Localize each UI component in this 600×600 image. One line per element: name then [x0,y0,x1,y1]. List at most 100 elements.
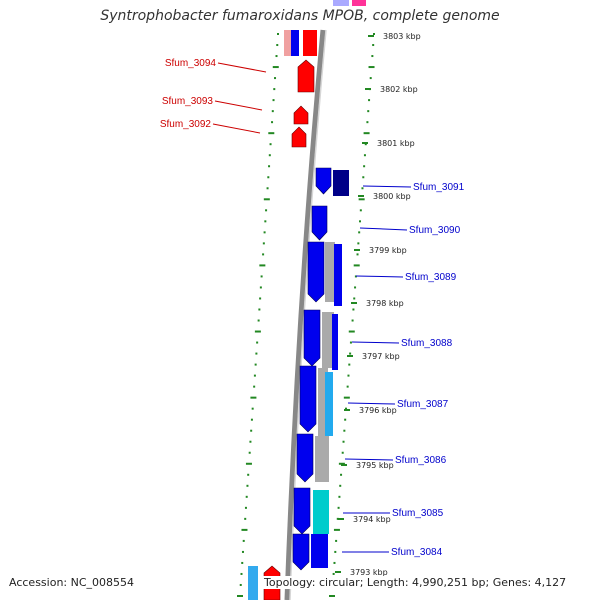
reverse-gene-label: Sfum_3091 [413,182,465,193]
reverse-gene-sfum-3090 [311,205,328,241]
outer-ring-tick [343,396,350,399]
reverse-gene-label: Sfum_3090 [409,225,461,236]
outer-ring-tick [356,253,359,256]
inner-ring-tick [248,451,251,454]
reverse-gene-sfum-3089 [307,241,325,303]
reverse-gene-label: Sfum_3087 [397,399,449,410]
inner-ring-tick [245,495,248,498]
outer-ring-tick [363,154,366,157]
outer-ring-tick [338,495,341,498]
kbp-scale: 3803 kbp 3802 kbp 3801 kbp 3800 kbp 3799 kbp… [335,32,421,577]
outer-ring-tick [362,176,365,179]
inner-ring-tick [255,352,258,355]
kbp-label: 3800 kbp [373,192,411,201]
inner-ring-tick [244,517,247,520]
backbone-highlight [289,29,327,600]
outer-ring-tick [333,528,340,531]
outer-ring-tick [351,319,354,322]
summary-separator-1: ; [359,576,367,589]
outer-ring-tick [358,231,361,234]
kbp-label: 3796 kbp [359,406,397,415]
inner-ring-tick [266,187,269,190]
forward-gene-label: Sfum_3094 [165,58,217,69]
outer-ring-tick [343,429,346,432]
inner-ring-tick [241,550,244,553]
reverse-gene-sfum-3086 [296,433,314,483]
inner-ring-tick [271,110,274,113]
reverse-gene-label: Sfum_3084 [391,547,443,558]
inner-ring-tick [246,484,249,487]
forward-gene-label: Sfum_3092 [160,119,212,130]
kbp-label: 3797 kbp [362,352,400,361]
reverse-gene-sfum-3091-pair [333,170,349,196]
inner-ring-tick [269,143,272,146]
outer-ring-tick [354,286,357,289]
inner-ring-tick [263,198,270,201]
inner-ring-tick [262,242,265,245]
outer-ring-tick [337,506,340,509]
reverse-gene-label: Sfum_3086 [395,455,447,466]
outer-ring-tick [342,440,345,443]
inner-ring-tick [263,231,266,234]
reverse-gene-sfum-3089-pair [334,244,342,306]
outer-ring-tick [354,275,357,278]
outer-ring-tick [332,572,335,575]
outer-ring-tick [371,55,374,58]
reverse-gene-label: Sfum_3089 [405,272,457,283]
inner-ring-tick [265,209,268,212]
inner-ring-tick [257,319,260,322]
outer-ring-tick [346,385,349,388]
top-edge-block [333,0,349,6]
top-edge-magenta [352,0,366,6]
forward-gene-leader [212,123,261,134]
inner-ring-tick [249,440,252,443]
inner-ring-tick [241,561,244,564]
outer-ring-tick [341,451,344,454]
accession-text: Accession: NC_008554 [9,576,139,589]
outer-ring-tick [372,44,375,47]
inner-ring-tick [251,407,254,410]
reverse-gene-label: Sfum_3088 [401,338,453,349]
outer-ring-tick [333,561,336,564]
outer-ring-tick [353,264,360,267]
kbp-tick [362,142,368,144]
inner-ring-tick [237,595,243,597]
map-title: Syntrophobacter fumaroxidans MPOB, compl… [100,8,500,24]
reverse-gene-leader [359,227,408,231]
gc-bar-3087 [318,368,328,436]
top-blue-block [291,30,299,56]
outer-ring-tick [338,462,345,465]
kbp-label: 3794 kbp [353,515,391,524]
outer-ring-tick [366,121,369,124]
reverse-gene-leader [351,341,400,344]
outer-ring-tick [358,198,365,201]
inner-ring-tick [277,33,279,35]
outer-ring-tick [368,66,375,69]
genes-text: Genes: 4,127 [492,576,567,589]
inner-ring-tick [250,429,253,432]
inner-ring-tick [245,462,252,465]
inner-ring-tick [239,583,242,586]
kbp-label: 3795 kbp [356,461,394,470]
kbp-tick [365,88,371,90]
outer-ring-tick [363,165,366,168]
inner-ring-tick [253,385,256,388]
kbp-tick [368,35,374,37]
forward-gene-sfum-3094 [297,59,315,93]
feature-track [248,0,366,600]
inner-ring-tick [259,297,262,300]
outer-ring-tick [373,33,375,35]
kbp-label: 3801 kbp [377,139,415,148]
gc-cyan-3085 [313,490,329,534]
kbp-tick [341,464,347,466]
reverse-gene-sfum-3085 [293,487,311,535]
outer-ring-tick [369,77,372,80]
inner-ring-tick [259,286,262,289]
outer-ring-tick [361,187,364,190]
kbp-label: 3799 kbp [369,246,407,255]
reverse-gene-sfum-3088 [303,309,321,367]
outer-ring-tick [340,473,343,476]
outer-ring-tick [329,595,335,597]
